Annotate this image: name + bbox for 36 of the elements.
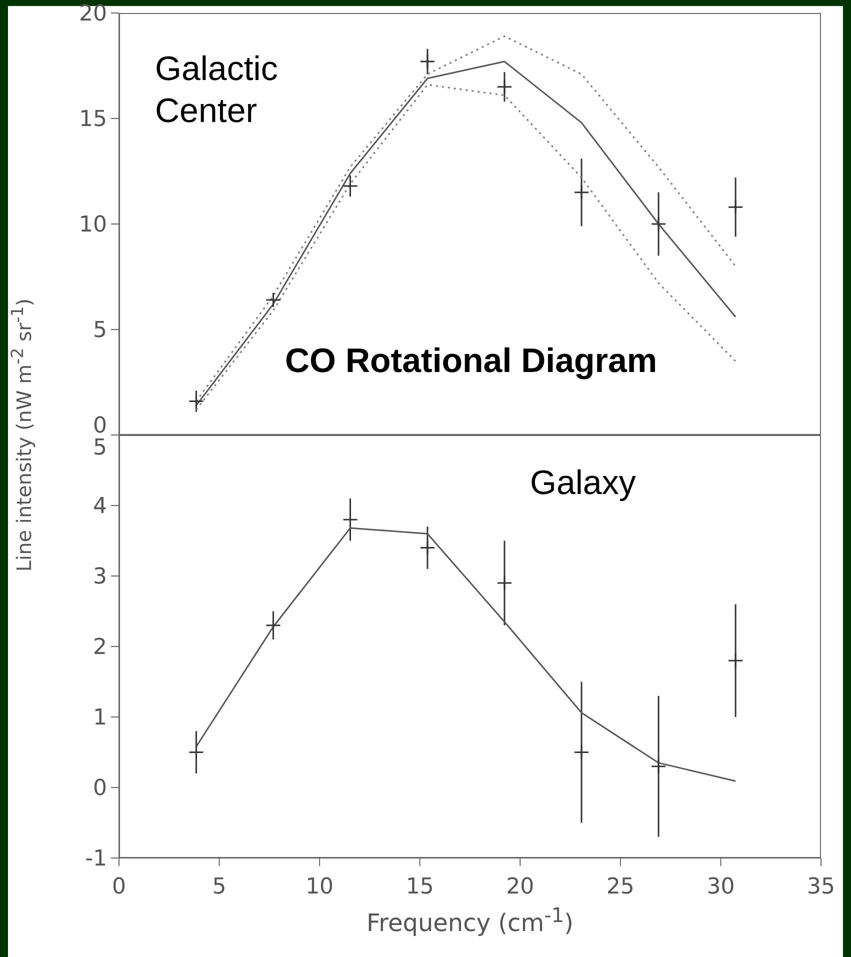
- point: [496, 79, 512, 95]
- x-tick-label: 25: [606, 874, 634, 900]
- y-tick-label: 1: [93, 706, 107, 731]
- text: CO Rotational Diagram: [285, 342, 658, 381]
- point: [420, 54, 436, 70]
- x-tick-label: 10: [306, 874, 334, 900]
- point: [188, 393, 204, 409]
- y-tick-label: 3: [93, 564, 107, 590]
- point: [574, 744, 590, 760]
- y-tick-label: 20: [79, 2, 107, 27]
- x-tick-label: 5: [212, 874, 226, 900]
- point: [420, 540, 436, 556]
- y-tick-label: 5: [93, 318, 107, 344]
- x-tick-label: 35: [807, 874, 835, 900]
- point: [188, 744, 204, 760]
- x-tick-label: 0: [112, 874, 126, 900]
- line-series: [195, 527, 736, 782]
- point: [728, 199, 744, 215]
- point: [650, 216, 666, 232]
- annotation: Galactic Center: [155, 49, 279, 132]
- point: [574, 184, 590, 200]
- x-tick-label: 15: [406, 874, 434, 900]
- annotation: Galaxy: [530, 463, 637, 504]
- y-tick-label: 0: [93, 776, 107, 802]
- point: [496, 575, 512, 591]
- y-tick-label: 15: [79, 107, 107, 132]
- x-tick-label: 30: [706, 874, 735, 900]
- point: [650, 758, 666, 774]
- y-tick-label: 2: [93, 635, 107, 660]
- point: [265, 292, 281, 308]
- y-tick-label: 4: [93, 494, 107, 520]
- x-tick-label: 20: [506, 874, 534, 900]
- x-axis-title: Frequency (cm$^{-1}$): [366, 903, 574, 937]
- y-tick-label: 10: [79, 212, 107, 238]
- y-tick-label: -1: [85, 846, 107, 872]
- point: [728, 652, 744, 668]
